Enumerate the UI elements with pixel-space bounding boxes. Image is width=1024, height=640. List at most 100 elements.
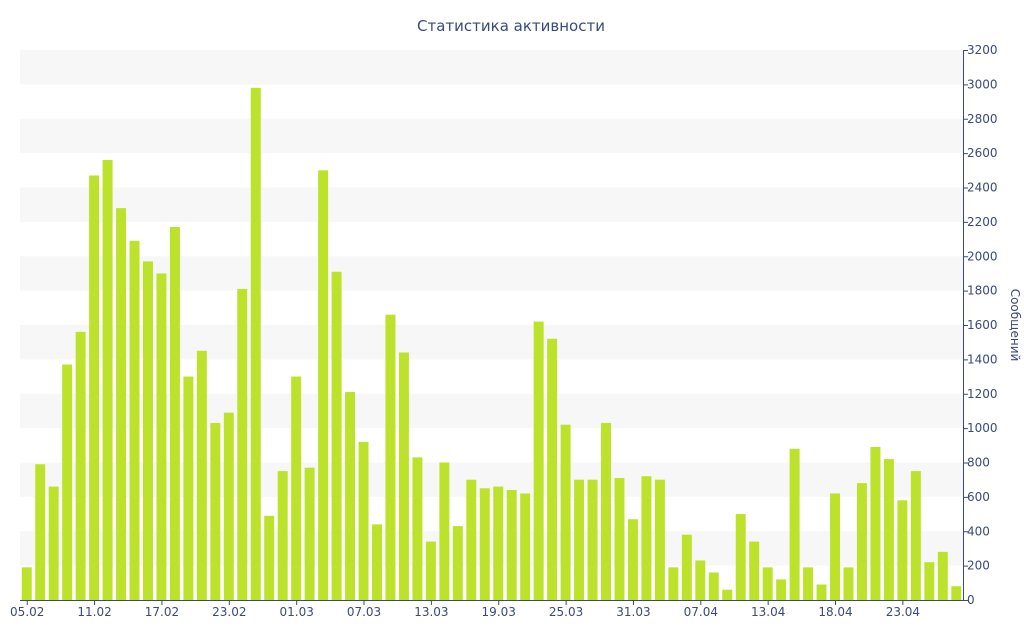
bar (830, 493, 841, 600)
bar (237, 288, 248, 600)
y-tick-label: 2000 (967, 249, 998, 263)
bar (291, 376, 302, 600)
bar (883, 459, 894, 600)
bar (937, 551, 948, 601)
bar (951, 586, 962, 600)
bar (924, 562, 935, 600)
bar (641, 476, 652, 600)
x-axis-ticks: 05.02 11.02 17.02 23.02 01.03 07.03 13.03 19.03… (10, 600, 920, 619)
bar (843, 567, 854, 600)
bar (560, 424, 571, 600)
y-tick-label: 1000 (967, 421, 998, 435)
bar (479, 488, 490, 600)
y-tick-label: 2400 (967, 181, 998, 195)
chart-title: Статистика активности (417, 17, 605, 35)
bar (385, 314, 396, 600)
bar (35, 464, 46, 600)
bar (277, 471, 288, 600)
y-tick-label: 3000 (967, 77, 998, 91)
bar (116, 208, 127, 601)
grid-band (20, 187, 963, 222)
bar (264, 515, 275, 600)
y-tick-label: 3200 (967, 43, 998, 57)
bar (318, 170, 329, 600)
y-tick-label: 1400 (967, 352, 998, 366)
bar (735, 514, 746, 600)
bar (156, 273, 167, 600)
bar (897, 500, 908, 600)
x-tick-label: 18.04 (818, 605, 852, 619)
bar (870, 447, 881, 600)
y-tick-label: 600 (967, 490, 990, 504)
bar (412, 457, 423, 600)
bar (142, 261, 153, 600)
bar (102, 160, 113, 600)
bar (223, 412, 234, 600)
bar (574, 479, 585, 600)
y-tick-label: 1600 (967, 318, 998, 332)
bar (304, 467, 315, 600)
y-tick-label: 400 (967, 524, 990, 538)
bar (196, 350, 207, 600)
bar (695, 560, 706, 600)
x-tick-label: 13.04 (751, 605, 785, 619)
x-tick-label: 25.03 (549, 605, 583, 619)
bar (452, 526, 463, 600)
bar (856, 483, 867, 601)
bar (129, 240, 140, 600)
bar (493, 486, 504, 600)
x-tick-label: 19.03 (482, 605, 516, 619)
bar (520, 493, 531, 600)
bar (614, 477, 625, 600)
bar (21, 567, 32, 600)
y-tick-label: 200 (967, 559, 990, 573)
y-tick-label: 800 (967, 456, 990, 470)
bar (533, 321, 544, 600)
bar (439, 462, 450, 600)
bar (803, 567, 814, 600)
grid-band (20, 50, 963, 85)
bar (210, 422, 221, 600)
y-tick-label: 0 (967, 593, 975, 607)
bars-group (21, 87, 962, 601)
x-tick-label: 07.04 (684, 605, 718, 619)
bar (816, 584, 827, 600)
bar (372, 524, 382, 601)
bar (762, 567, 773, 600)
bar (789, 448, 800, 600)
grid-band (20, 118, 963, 154)
bar (722, 589, 733, 600)
x-tick-label: 05.02 (10, 605, 44, 619)
bar (601, 422, 611, 600)
bar (466, 479, 477, 600)
bar (910, 471, 921, 600)
bar (654, 479, 665, 600)
bar (708, 572, 719, 600)
x-tick-label: 23.04 (886, 605, 920, 619)
x-tick-label: 17.02 (145, 605, 179, 619)
bar (425, 541, 436, 600)
y-tick-label: 1200 (967, 387, 998, 401)
bar (668, 567, 679, 600)
bar (250, 87, 261, 600)
bar (183, 376, 194, 600)
bar (345, 392, 356, 600)
x-tick-label: 13.03 (414, 605, 448, 619)
y-tick-label: 2200 (967, 215, 998, 229)
x-tick-label: 31.03 (616, 605, 650, 619)
bar (169, 227, 180, 600)
bar (547, 338, 558, 600)
bar (681, 534, 692, 600)
y-axis-label: Сообщений (1008, 289, 1022, 362)
bar (358, 441, 369, 601)
bar (75, 331, 86, 601)
bar (398, 352, 409, 600)
bar (48, 486, 59, 600)
bar (776, 579, 787, 601)
bar (331, 271, 342, 600)
y-tick-label: 2600 (967, 146, 998, 160)
bar (587, 479, 598, 600)
x-tick-label: 11.02 (77, 605, 111, 619)
x-tick-label: 01.03 (279, 605, 313, 619)
